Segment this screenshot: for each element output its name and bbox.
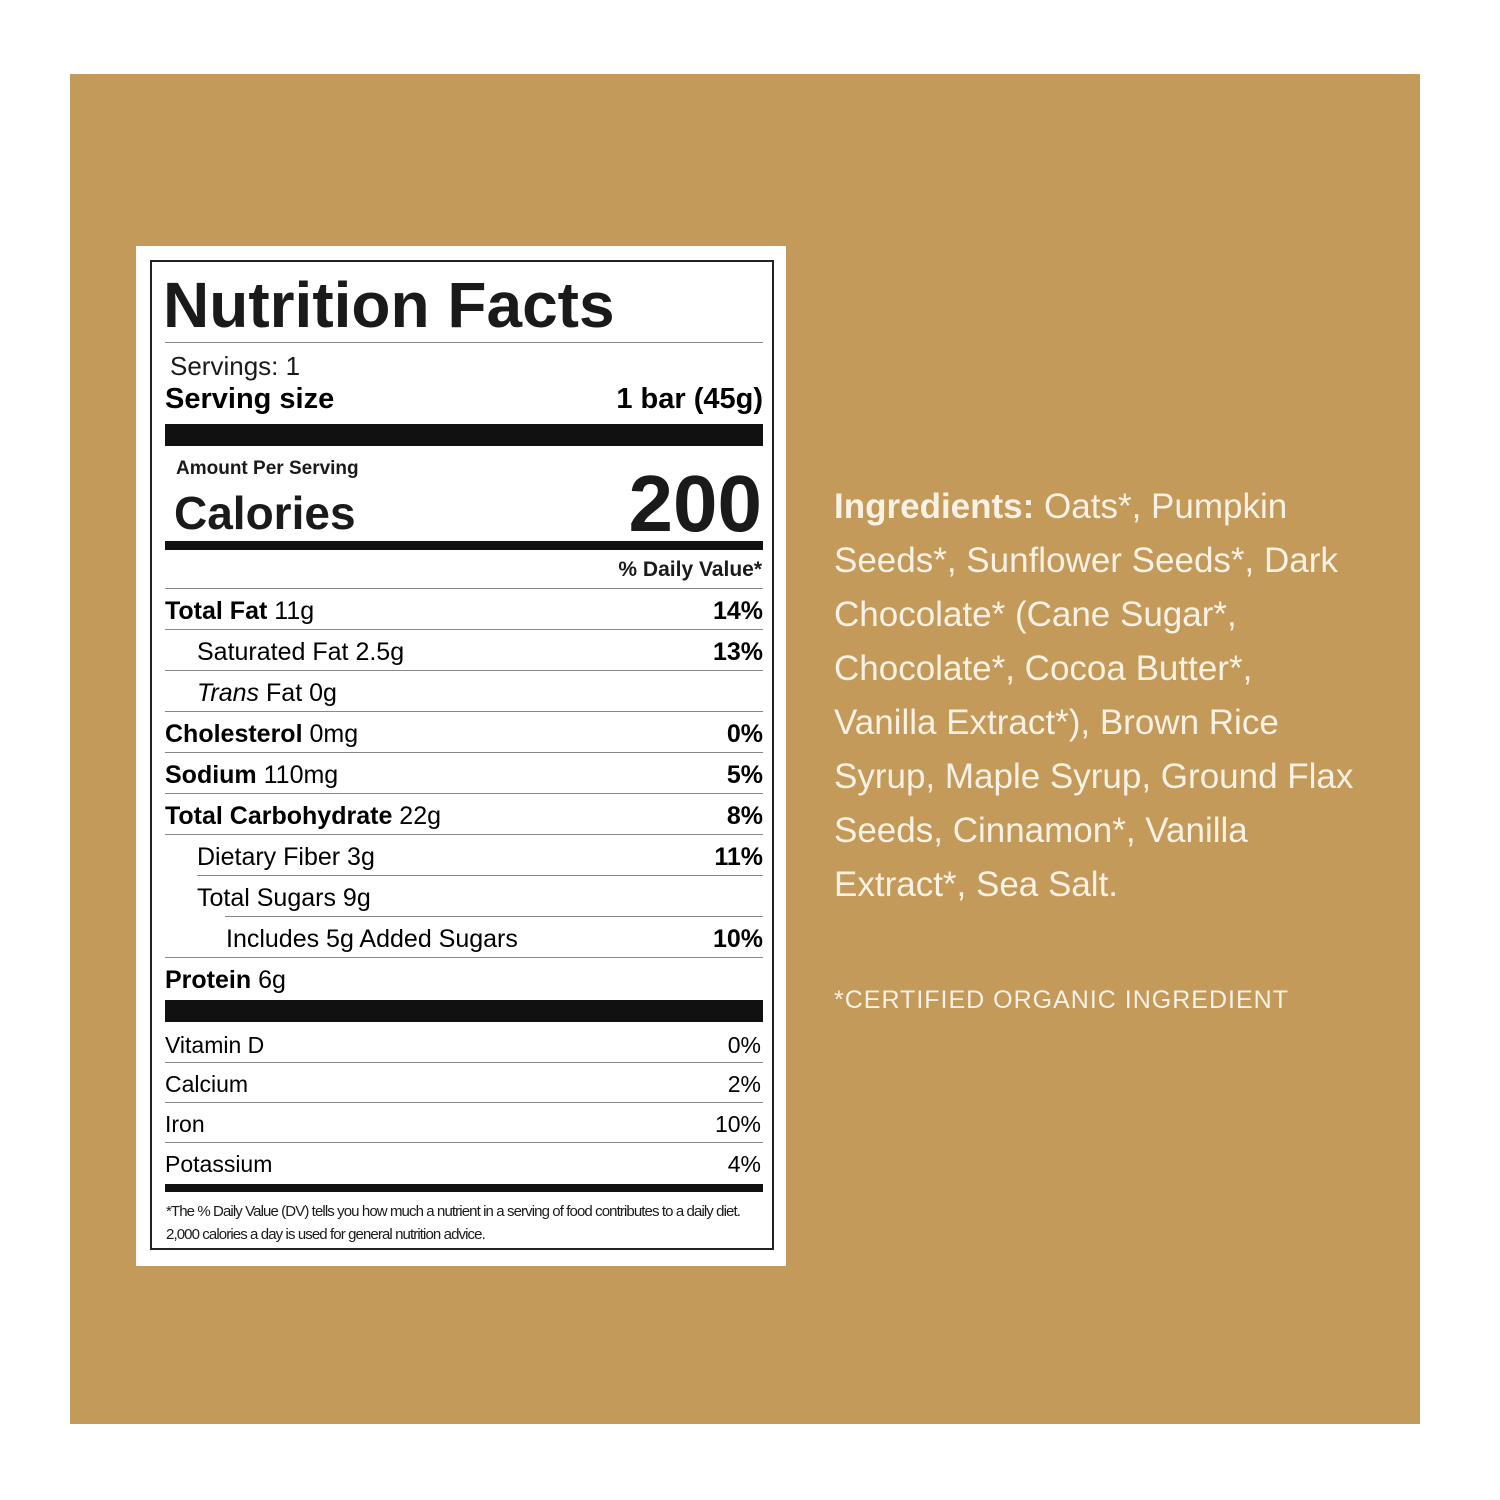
nutrient-row: Dietary Fiber 3g 11% <box>165 842 763 872</box>
nutrient-name: Dietary Fiber <box>197 843 341 871</box>
nutrient-name: Protein <box>165 966 252 994</box>
ingredients-text: Oats*, Pumpkin Seeds*, Sunflower Seeds*,… <box>834 487 1354 904</box>
rule: Cholesterol 0mg <box>165 719 358 749</box>
servings: Servings: 1 <box>170 351 301 381</box>
rule <box>225 916 763 917</box>
vitamin-row: Calcium 2% <box>165 1070 761 1098</box>
vitamin-name: Vitamin D <box>165 1032 265 1058</box>
nutrient-amount: 0g <box>309 679 337 707</box>
nutrient-name: Fat <box>266 679 303 707</box>
nutrient-name: Includes 5g Added Sugars <box>226 925 518 953</box>
label-frame <box>150 260 774 1250</box>
medium-rule <box>165 1184 763 1192</box>
serving-size-value: 1 bar (45g) <box>616 383 763 415</box>
rule <box>197 875 763 876</box>
rule <box>165 793 763 794</box>
organic-note: *CERTIFIED ORGANIC INGREDIENT <box>834 986 1289 1014</box>
nutrient-row: Trans Fat 0g <box>165 678 763 708</box>
nutrient-row: Cholesterol 0mg 0% <box>165 719 763 749</box>
rule: Sodium 110mg <box>165 760 338 790</box>
nutrient-name: Total Carbohydrate <box>165 802 393 830</box>
label-title: Nutrition Facts <box>163 269 615 341</box>
nutrient-amount: 0mg <box>309 720 359 748</box>
rule <box>165 1142 763 1143</box>
serving-size-row: Serving size 1 bar (45g) <box>165 384 763 414</box>
vitamin-dv: 0% <box>727 1032 761 1058</box>
nutrient-dv: 14% <box>712 597 763 625</box>
rule: Total Carbohydrate 22g <box>165 801 441 831</box>
nutrient-amount: 3g <box>347 843 375 871</box>
vitamin-row: Vitamin D 0% <box>165 1031 761 1059</box>
vitamin-row: Potassium 4% <box>165 1150 761 1178</box>
nutrient-name: Total Sugars <box>197 884 336 912</box>
label-card <box>136 246 786 1266</box>
vitamin-name: Iron <box>165 1111 205 1137</box>
rule: Saturated Fat 2.5g <box>165 637 404 667</box>
rule <box>165 752 763 753</box>
vitamin-name: Calcium <box>165 1071 249 1097</box>
rule <box>165 834 763 835</box>
nutrient-name-italic: Trans <box>197 679 260 707</box>
nutrient-dv: 10% <box>712 925 763 953</box>
vitamin-dv: 10% <box>714 1111 761 1137</box>
thick-rule <box>165 424 763 446</box>
nutrient-row: Total Fat 11g 14% <box>165 596 763 626</box>
nutrient-name: Saturated Fat <box>197 638 349 666</box>
rule: Total Sugars 9g <box>165 883 371 913</box>
vitamin-dv: 2% <box>727 1071 761 1097</box>
rule <box>165 670 763 671</box>
rule <box>165 1102 763 1103</box>
rule: Protein 6g <box>165 965 286 995</box>
rule <box>165 957 763 958</box>
nutrient-row: Sodium 110mg 5% <box>165 760 763 790</box>
nutrient-amount: 22g <box>399 802 442 830</box>
nutrient-name: Sodium <box>165 761 257 789</box>
rule <box>165 588 763 589</box>
nutrient-row: Total Sugars 9g <box>165 883 763 913</box>
nutrient-row: Includes 5g Added Sugars 10% <box>165 924 763 954</box>
vitamin-dv: 4% <box>727 1151 761 1177</box>
ingredients-label: Ingredients: <box>834 487 1035 526</box>
nutrient-row: Protein 6g <box>165 965 763 995</box>
nutrient-name: Cholesterol <box>165 720 303 748</box>
vitamin-name: Potassium <box>165 1151 273 1177</box>
calories-label: Calories <box>174 487 356 539</box>
rule <box>165 711 763 712</box>
nutrient-dv: 8% <box>726 802 763 830</box>
nutrient-name: Total Fat <box>165 597 268 625</box>
nutrient-amount: 110mg <box>263 761 339 789</box>
rule: Total Fat 11g <box>165 596 314 626</box>
daily-value-header: % Daily Value* <box>618 558 762 581</box>
rule: Trans Fat 0g <box>165 678 337 708</box>
amount-per-serving: Amount Per Serving <box>176 458 359 479</box>
nutrient-row: Total Carbohydrate 22g 8% <box>165 801 763 831</box>
nutrient-dv: 13% <box>712 638 763 666</box>
serving-size-label: Serving size <box>165 383 335 415</box>
calories-value: 200 <box>628 459 762 548</box>
thick-rule <box>165 1000 763 1022</box>
vitamin-row: Iron 10% <box>165 1110 761 1138</box>
nutrient-amount: 6g <box>258 966 286 994</box>
nutrient-amount: 2.5g <box>355 638 405 666</box>
nutrient-dv: 5% <box>726 761 763 789</box>
rule <box>165 342 763 343</box>
nutrient-row: Saturated Fat 2.5g 13% <box>165 637 763 667</box>
nutrient-amount: 11g <box>274 597 315 625</box>
ingredients: Ingredients: Oats*, Pumpkin Seeds*, Sunf… <box>834 480 1354 912</box>
nutrient-amount: 9g <box>342 884 371 912</box>
rule: Dietary Fiber 3g <box>165 842 375 872</box>
footnote: *The % Daily Value (DV) tells you how mu… <box>166 1203 741 1243</box>
rule <box>165 1062 763 1063</box>
medium-rule <box>165 541 763 550</box>
nutrient-dv: 0% <box>726 720 763 748</box>
rule <box>165 629 763 630</box>
nutrient-dv: 11% <box>714 843 763 871</box>
